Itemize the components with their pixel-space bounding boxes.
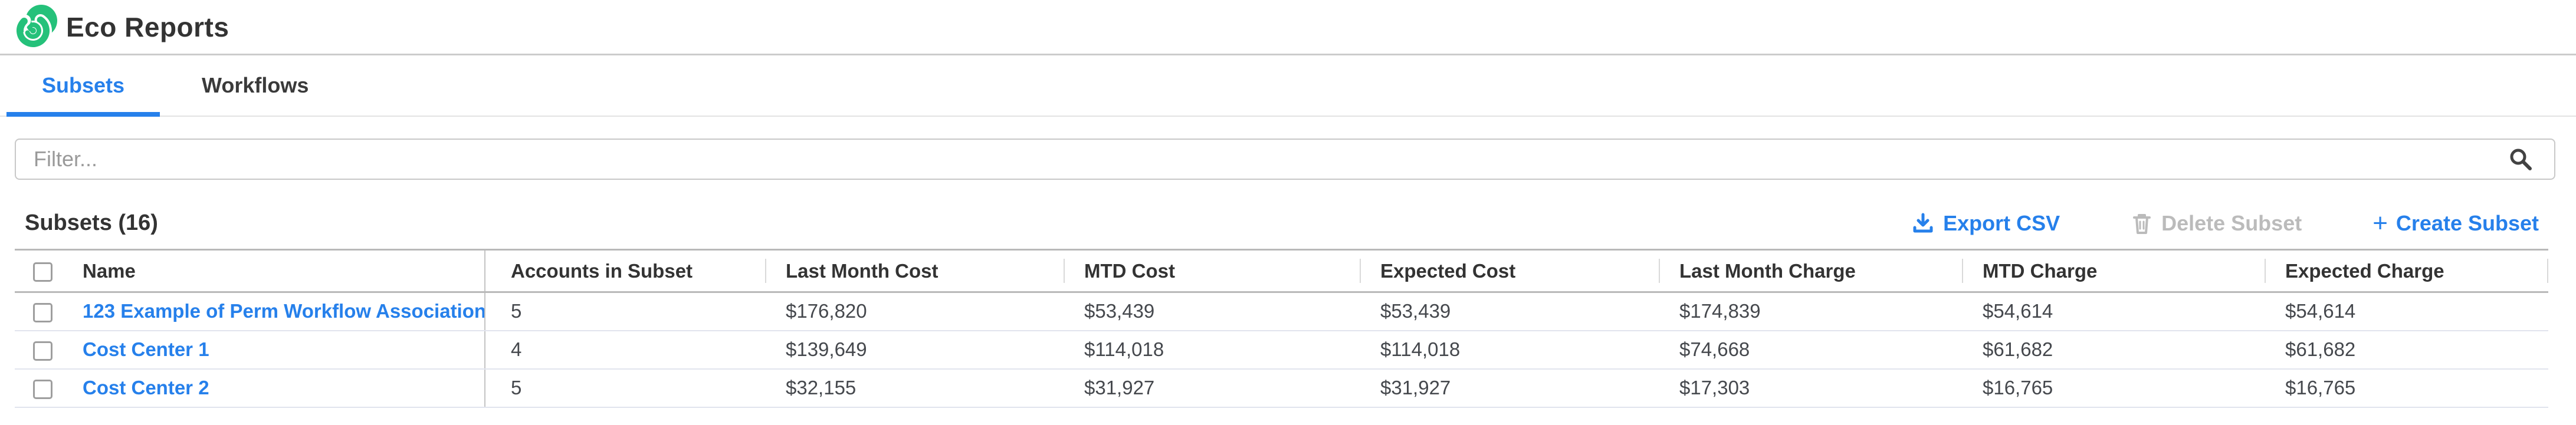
plus-icon: + — [2372, 208, 2388, 238]
create-subset-label: Create Subset — [2395, 210, 2539, 235]
cell-accounts: 5 — [484, 368, 765, 408]
row-checkbox[interactable] — [33, 379, 52, 399]
cell-mtd-charge: $54,614 — [1962, 292, 2265, 331]
cell-last-month-charge: $17,303 — [1659, 368, 1962, 408]
table-header-row: Name Accounts in Subset Last Month Cost … — [15, 249, 2548, 293]
search-icon[interactable] — [2508, 147, 2533, 172]
cell-last-month-cost: $176,820 — [765, 292, 1064, 331]
filter-input[interactable] — [15, 139, 2555, 180]
app-header: Eco Reports — [0, 0, 2576, 55]
table-row: Cost Center 2 5 $32,155 $31,927 $31,927 … — [15, 368, 2548, 408]
table-row: Cost Center 1 4 $139,649 $114,018 $114,0… — [15, 330, 2548, 370]
cell-last-month-cost: $139,649 — [765, 330, 1064, 370]
tab-workflows[interactable]: Workflows — [166, 55, 344, 116]
subsets-table: Name Accounts in Subset Last Month Cost … — [15, 249, 2548, 408]
column-header-mtd-charge[interactable]: MTD Charge — [1962, 249, 2265, 293]
delete-subset-button[interactable]: Delete Subset — [2131, 211, 2302, 236]
cell-expected-charge: $16,765 — [2265, 368, 2548, 408]
cell-mtd-cost: $53,439 — [1064, 292, 1360, 331]
cell-mtd-cost: $31,927 — [1064, 368, 1360, 408]
cell-last-month-charge: $74,668 — [1659, 330, 1962, 370]
column-header-mtd-cost[interactable]: MTD Cost — [1064, 249, 1360, 293]
column-header-name[interactable]: Name — [71, 249, 485, 293]
subset-name-link[interactable]: Cost Center 2 — [83, 377, 209, 398]
cell-mtd-cost: $114,018 — [1064, 330, 1360, 370]
page-title: Eco Reports — [66, 11, 229, 42]
trash-icon — [2133, 213, 2151, 234]
export-csv-label: Export CSV — [1943, 210, 2060, 235]
cell-expected-cost: $31,927 — [1360, 368, 1659, 408]
subsets-toolbar: Subsets (16) Export CSV Delete Subset + … — [25, 210, 2539, 236]
create-subset-button[interactable]: + Create Subset — [2372, 208, 2539, 238]
column-header-expected-cost[interactable]: Expected Cost — [1360, 249, 1659, 293]
tab-bar: Subsets Workflows — [0, 55, 2576, 117]
cell-mtd-charge: $61,682 — [1962, 330, 2265, 370]
cell-accounts: 4 — [484, 330, 765, 370]
subset-name-link[interactable]: 123 Example of Perm Workflow Association — [83, 300, 485, 322]
cell-last-month-charge: $174,839 — [1659, 292, 1962, 331]
cell-expected-charge: $61,682 — [2265, 330, 2548, 370]
download-icon — [1913, 213, 1933, 232]
cell-expected-charge: $54,614 — [2265, 292, 2548, 331]
subsets-count-heading: Subsets (16) — [25, 210, 158, 235]
column-header-last-month-charge[interactable]: Last Month Charge — [1659, 249, 1962, 293]
cell-expected-cost: $114,018 — [1360, 330, 1659, 370]
toolbar-actions: Export CSV Delete Subset + Create Subset — [1911, 208, 2539, 238]
column-header-last-month-cost[interactable]: Last Month Cost — [765, 249, 1064, 293]
eco-logo-icon — [14, 4, 57, 50]
cell-mtd-charge: $16,765 — [1962, 368, 2265, 408]
cell-expected-cost: $53,439 — [1360, 292, 1659, 331]
table-row: 123 Example of Perm Workflow Association… — [15, 292, 2548, 331]
row-checkbox[interactable] — [33, 303, 52, 323]
export-csv-button[interactable]: Export CSV — [1911, 211, 2060, 236]
tab-subsets[interactable]: Subsets — [6, 55, 160, 117]
tab-subsets-label: Subsets — [42, 73, 125, 97]
delete-subset-label: Delete Subset — [2161, 210, 2302, 235]
subset-name-link[interactable]: Cost Center 1 — [83, 338, 209, 360]
filter-bar — [15, 139, 2555, 180]
column-header-accounts[interactable]: Accounts in Subset — [484, 249, 765, 293]
select-all-checkbox[interactable] — [33, 262, 52, 282]
tab-workflows-label: Workflows — [202, 73, 309, 97]
cell-accounts: 5 — [484, 292, 765, 331]
column-header-expected-charge[interactable]: Expected Charge — [2265, 249, 2548, 293]
cell-last-month-cost: $32,155 — [765, 368, 1064, 408]
row-checkbox[interactable] — [33, 341, 52, 361]
